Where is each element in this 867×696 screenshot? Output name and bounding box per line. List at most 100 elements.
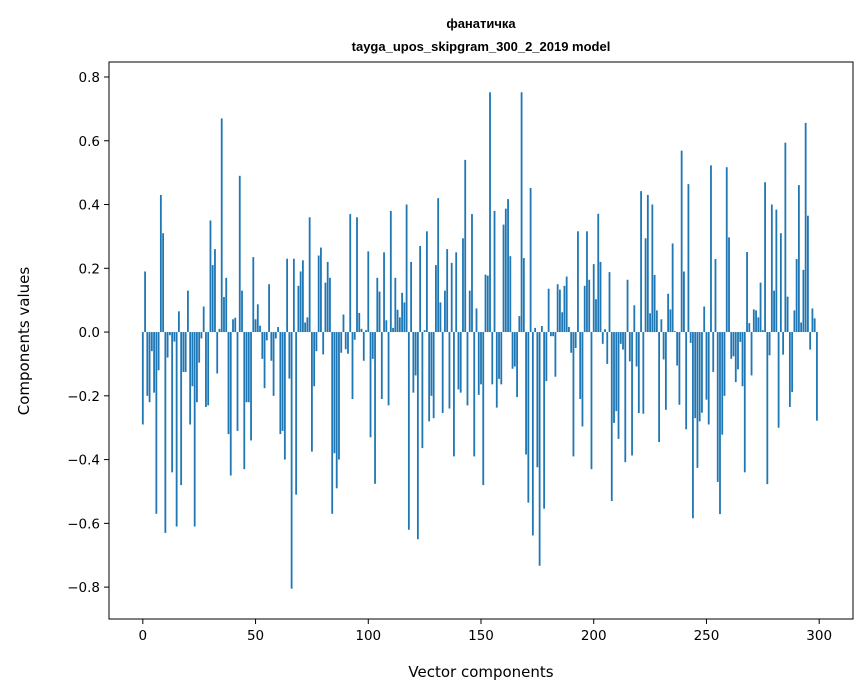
bar-257 xyxy=(721,332,724,435)
bar-208 xyxy=(610,332,613,502)
bar-128 xyxy=(430,332,433,396)
x-tick-label: 300 xyxy=(806,628,832,644)
bar-6 xyxy=(155,332,158,514)
bar-138 xyxy=(453,332,455,457)
bar-186 xyxy=(561,312,564,333)
bar-194 xyxy=(579,332,582,400)
bar-32 xyxy=(214,249,216,333)
bar-122 xyxy=(416,332,419,540)
bar-86 xyxy=(335,332,338,489)
bar-158 xyxy=(498,332,500,379)
bar-270 xyxy=(750,332,753,376)
bar-150 xyxy=(480,332,482,385)
y-axis-label: Components values xyxy=(15,267,33,416)
bar-268 xyxy=(746,252,748,333)
bar-180 xyxy=(547,288,550,333)
bar-136 xyxy=(448,332,451,409)
bar-79 xyxy=(320,247,322,333)
bar-23 xyxy=(193,332,196,527)
bar-47 xyxy=(247,332,250,403)
bar-52 xyxy=(259,325,261,333)
bar-153 xyxy=(486,275,489,333)
bar-213 xyxy=(622,332,624,350)
bar-161 xyxy=(504,208,507,333)
bar-154 xyxy=(489,92,491,333)
bar-11 xyxy=(166,332,169,358)
bar-243 xyxy=(689,332,692,343)
bar-28 xyxy=(205,332,207,407)
bar-74 xyxy=(308,217,311,333)
bar-179 xyxy=(545,332,548,382)
bar-258 xyxy=(723,332,726,396)
bar-280 xyxy=(773,290,775,333)
bar-276 xyxy=(764,182,766,333)
bar-17 xyxy=(180,332,183,486)
bar-20 xyxy=(187,290,189,333)
bar-162 xyxy=(507,199,509,333)
bar-259 xyxy=(725,167,728,333)
bar-295 xyxy=(807,215,809,333)
y-axis-ticks: −0.8 −0.6 −0.4 −0.2 0.0 0.2 0.4 0.6 0.8 xyxy=(67,70,109,596)
bar-216 xyxy=(628,332,631,362)
bar-127 xyxy=(428,332,431,422)
bar-239 xyxy=(680,150,683,333)
bar-91 xyxy=(347,332,349,354)
bar-160 xyxy=(502,224,505,333)
bar-200 xyxy=(592,264,595,333)
bar-271 xyxy=(752,309,755,333)
bar-147 xyxy=(473,332,476,457)
bar-118 xyxy=(407,332,410,530)
bar-61 xyxy=(279,332,282,435)
bar-173 xyxy=(531,332,534,536)
bar-242 xyxy=(687,184,690,333)
y-tick-label: 0.6 xyxy=(79,134,100,150)
bar-57 xyxy=(270,332,273,361)
bar-102 xyxy=(371,332,374,359)
bar-111 xyxy=(392,327,394,333)
bar-283 xyxy=(779,233,782,333)
bar-269 xyxy=(748,323,751,333)
y-tick-label: −0.2 xyxy=(67,389,100,405)
bar-139 xyxy=(455,252,458,333)
bar-176 xyxy=(538,332,541,566)
bar-275 xyxy=(761,330,764,333)
bar-36 xyxy=(223,296,225,333)
bar-124 xyxy=(421,332,424,449)
bar-58 xyxy=(272,332,275,396)
bar-167 xyxy=(518,316,521,333)
bar-48 xyxy=(250,332,252,441)
y-tick-label: 0.0 xyxy=(79,325,100,341)
bar-260 xyxy=(728,237,730,333)
bar-178 xyxy=(543,332,546,509)
x-tick-label: 150 xyxy=(468,628,494,644)
bar-135 xyxy=(446,249,449,333)
bar-195 xyxy=(581,332,584,427)
bar-165 xyxy=(513,332,516,367)
bar-9 xyxy=(162,233,165,333)
bar-277 xyxy=(766,332,769,485)
bar-282 xyxy=(777,332,780,428)
bar-145 xyxy=(468,290,471,333)
bar-285 xyxy=(784,142,787,333)
bar-60 xyxy=(277,326,279,333)
bar-14 xyxy=(173,332,176,342)
bar-92 xyxy=(349,214,352,333)
bar-69 xyxy=(297,285,300,333)
bar-2 xyxy=(146,332,149,396)
bar-274 xyxy=(759,282,762,333)
bar-241 xyxy=(685,332,688,430)
bar-267 xyxy=(743,332,746,473)
bar-286 xyxy=(786,296,789,333)
bar-85 xyxy=(333,332,336,454)
bar-96 xyxy=(358,312,361,333)
bar-26 xyxy=(200,332,203,339)
x-tick-label: 100 xyxy=(355,628,381,644)
bar-22 xyxy=(191,332,194,387)
bar-49 xyxy=(252,257,255,333)
bar-44 xyxy=(241,290,243,333)
bar-230 xyxy=(660,319,663,333)
bar-1 xyxy=(144,271,146,333)
bar-172 xyxy=(529,187,532,333)
bar-84 xyxy=(331,332,334,514)
